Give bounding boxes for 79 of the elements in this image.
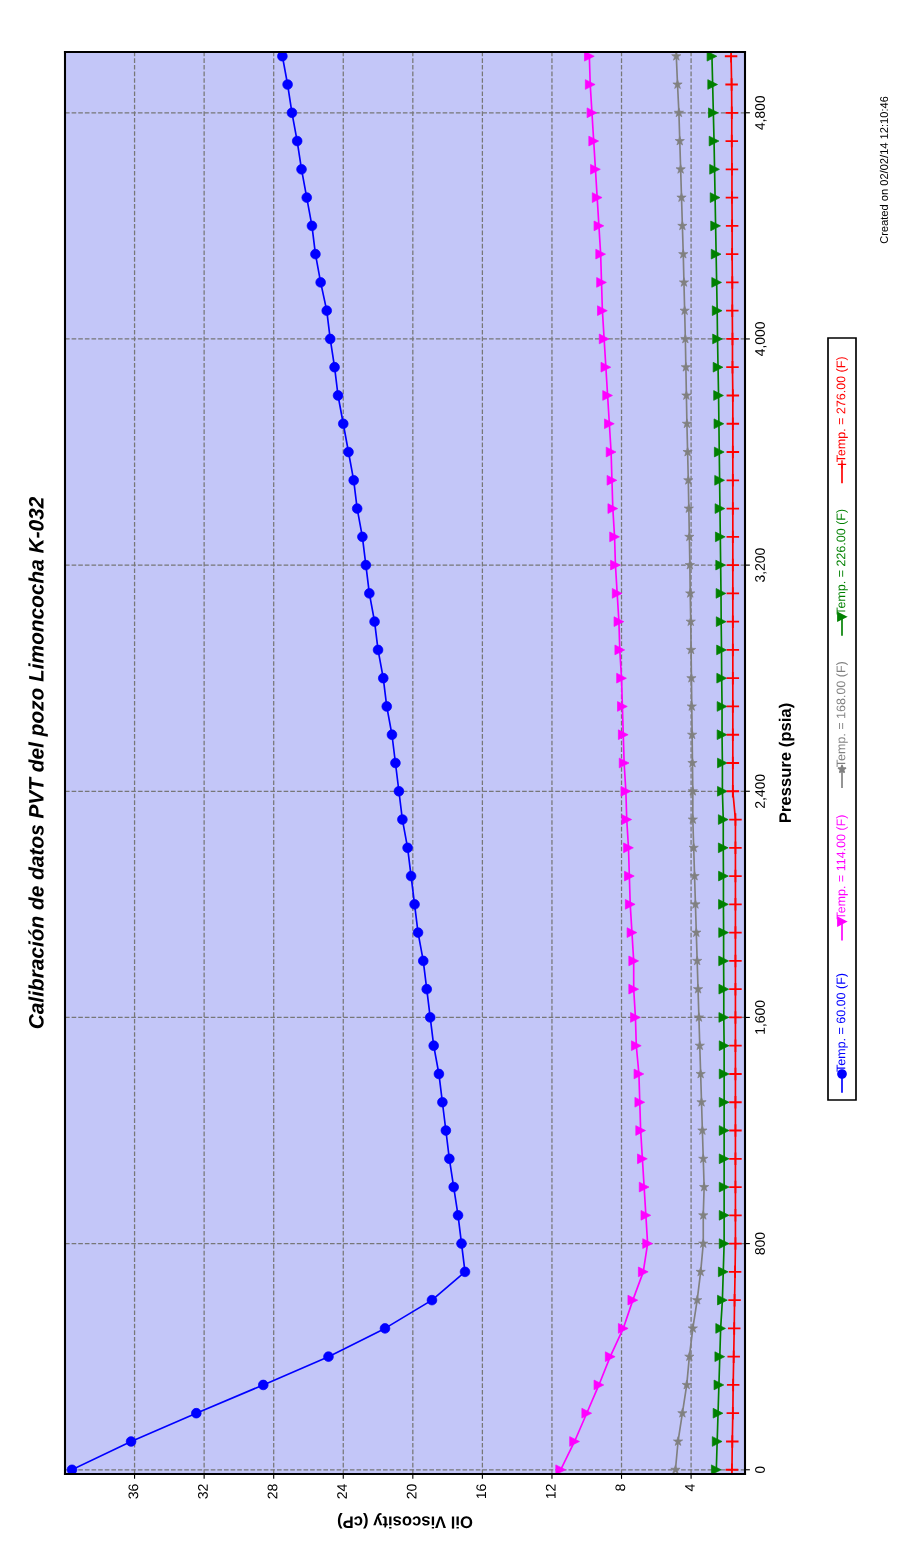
y-tick-label: 4,000 bbox=[755, 322, 767, 356]
point bbox=[725, 1406, 740, 1421]
point bbox=[724, 105, 739, 120]
point bbox=[726, 1377, 741, 1393]
point bbox=[725, 727, 740, 742]
point bbox=[724, 1462, 740, 1474]
x-tick-label: 20 bbox=[406, 1484, 417, 1499]
text: Temp. = 168.00 (F) bbox=[836, 662, 848, 767]
point bbox=[725, 275, 740, 290]
point bbox=[728, 1095, 743, 1110]
text: Temp. = 60.00 (F) bbox=[836, 973, 848, 1072]
point bbox=[725, 1434, 740, 1449]
text: Calibración de datos PVT del pozo Limoncocha K-032 bbox=[28, 496, 48, 1029]
y-tick-label: 4,800 bbox=[755, 95, 767, 130]
point bbox=[728, 1151, 743, 1166]
text: Temp. = 276.00 (F) bbox=[836, 357, 848, 463]
point bbox=[728, 925, 743, 940]
point bbox=[724, 218, 740, 234]
x-tick-label: 16 bbox=[476, 1484, 487, 1499]
y-axis-title: Pressure (psia) bbox=[778, 703, 795, 823]
point bbox=[724, 190, 740, 205]
point bbox=[725, 784, 740, 799]
point bbox=[727, 1321, 742, 1336]
point bbox=[715, 531, 726, 543]
y-tick-label: 3,200 bbox=[755, 548, 767, 582]
y-tick-label: 1,600 bbox=[755, 1000, 767, 1034]
point bbox=[725, 699, 740, 714]
point bbox=[725, 755, 740, 771]
point bbox=[725, 473, 740, 488]
x-tick-label: 24 bbox=[337, 1484, 347, 1499]
point bbox=[728, 1066, 743, 1082]
x-tick-label: 4 bbox=[685, 1484, 695, 1492]
point bbox=[725, 614, 740, 629]
point bbox=[711, 1464, 722, 1474]
x-tick-label: 8 bbox=[615, 1484, 626, 1491]
point bbox=[725, 501, 740, 516]
point bbox=[725, 642, 740, 658]
y-tick-label: 0 bbox=[755, 1466, 765, 1474]
point bbox=[725, 586, 740, 601]
point bbox=[725, 444, 740, 460]
text: Temp. = 226.00 (F) bbox=[836, 509, 848, 615]
point bbox=[728, 1123, 743, 1138]
point bbox=[724, 246, 740, 262]
point bbox=[726, 1349, 741, 1364]
point bbox=[725, 331, 740, 347]
point bbox=[725, 416, 740, 431]
point bbox=[725, 529, 740, 544]
point bbox=[724, 162, 740, 177]
y-tick-label: 800 bbox=[755, 1232, 765, 1255]
point bbox=[725, 360, 740, 375]
point bbox=[728, 840, 743, 855]
point bbox=[728, 812, 743, 827]
text: Created on 02/02/14 12:10:46 bbox=[879, 96, 888, 244]
y-tick-label: 2,400 bbox=[755, 774, 767, 808]
point bbox=[723, 52, 739, 64]
text: Temp. = 114.00 (F) bbox=[836, 815, 848, 920]
point bbox=[725, 557, 740, 573]
point bbox=[728, 897, 743, 912]
point bbox=[728, 982, 743, 997]
point bbox=[727, 1292, 742, 1308]
x-tick-label: 28 bbox=[267, 1484, 278, 1499]
point bbox=[725, 303, 740, 318]
point bbox=[728, 1010, 743, 1025]
point bbox=[728, 953, 743, 969]
point bbox=[618, 729, 629, 740]
point bbox=[727, 1264, 743, 1280]
point bbox=[724, 133, 739, 149]
x-tick-label: 32 bbox=[198, 1484, 208, 1499]
x-axis-title: Oil Viscosity (cP) bbox=[337, 1513, 473, 1529]
point bbox=[725, 671, 740, 686]
point bbox=[728, 1236, 743, 1251]
point bbox=[724, 77, 739, 92]
point bbox=[728, 1179, 743, 1195]
x-tick-label: 36 bbox=[128, 1484, 139, 1499]
point bbox=[728, 1208, 743, 1223]
point bbox=[728, 868, 743, 884]
point bbox=[728, 1038, 743, 1053]
point bbox=[725, 388, 740, 403]
x-tick-label: 12 bbox=[545, 1484, 556, 1499]
